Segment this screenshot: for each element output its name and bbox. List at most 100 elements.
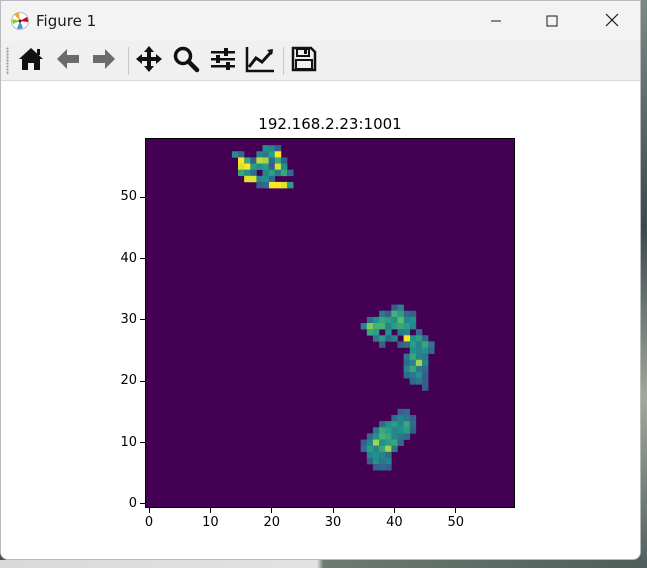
figure-canvas[interactable]: 192.168.2.23:1001 0 10 20 30 40 50 0 10 20 30 40 50 — [1, 81, 640, 559]
close-button[interactable] — [589, 1, 635, 41]
heatmap-cell — [262, 163, 269, 170]
customize-button[interactable] — [243, 45, 277, 77]
heatmap-cell — [385, 457, 392, 465]
figure-window: Figure 1 — [0, 0, 641, 560]
heatmap-cell — [256, 181, 263, 189]
heatmap-cell — [397, 421, 404, 428]
heatmap-cell — [366, 323, 374, 330]
subplots-button[interactable] — [206, 45, 240, 77]
heatmap-cell — [372, 316, 380, 324]
y-tick-mark — [140, 503, 145, 505]
heatmap-cell — [409, 427, 417, 434]
heatmap-cell — [409, 316, 417, 324]
maximize-icon — [546, 12, 558, 31]
toolbar-grip[interactable] — [6, 47, 9, 75]
home-icon — [17, 46, 45, 76]
heatmap-cell — [391, 421, 398, 428]
heatmap-cell — [422, 378, 429, 385]
heatmap-cell — [262, 151, 269, 158]
magnifier-icon — [172, 45, 200, 77]
heatmap-cell — [238, 157, 245, 164]
heatmap-cell — [391, 427, 398, 434]
heatmap-cell — [415, 335, 423, 342]
y-tick-label: 20 — [120, 373, 137, 389]
heatmap-cell — [403, 372, 411, 379]
heatmap-cell — [422, 359, 429, 367]
heatmap-cell — [262, 181, 269, 189]
heatmap-cell — [415, 341, 423, 348]
heatmap-cell — [366, 439, 374, 446]
heatmap-cell — [379, 464, 386, 471]
y-tick-mark — [140, 258, 145, 260]
heatmap-cell — [379, 439, 386, 446]
heatmap-cell — [397, 323, 404, 330]
floppy-disk-icon — [291, 46, 317, 76]
x-tick-label: 0 — [144, 515, 154, 530]
heatmap-cell — [379, 335, 386, 342]
heatmap-cell — [360, 439, 368, 446]
heatmap-cell — [403, 365, 411, 373]
heatmap-cell — [256, 163, 263, 170]
heatmap-cell — [403, 359, 411, 367]
title-bar[interactable]: Figure 1 — [1, 1, 640, 41]
heatmap-cell — [391, 304, 398, 312]
zoom-button[interactable] — [169, 45, 203, 77]
heatmap-cell — [403, 353, 411, 361]
heatmap-cell — [280, 157, 288, 164]
heatmap-cell — [403, 329, 411, 336]
heatmap-cell — [403, 408, 411, 416]
heatmap-cell — [422, 347, 429, 354]
x-tick-label: 30 — [324, 515, 342, 530]
heatmap-cell — [415, 378, 423, 385]
heatmap-cell — [397, 329, 404, 336]
heatmap-axes[interactable] — [145, 138, 515, 508]
maximize-button[interactable] — [529, 1, 575, 41]
heatmap-cell — [403, 341, 411, 348]
save-button[interactable] — [287, 45, 321, 77]
heatmap-cell — [409, 310, 417, 318]
heatmap-cell — [391, 310, 398, 318]
heatmap-cell — [379, 451, 386, 459]
heatmap-cell — [409, 341, 417, 348]
heatmap-cell — [391, 433, 398, 440]
heatmap-cell — [262, 145, 269, 152]
heatmap-cell — [385, 323, 392, 330]
heatmap-cell — [238, 163, 245, 170]
heatmap-cell — [385, 335, 392, 342]
minimize-button[interactable] — [473, 1, 519, 41]
toolbar-separator — [128, 47, 129, 75]
home-button[interactable] — [14, 45, 48, 77]
heatmap-cell — [385, 427, 392, 434]
heatmap-cell — [397, 439, 404, 446]
toolbar-separator — [283, 47, 284, 75]
heatmap-cell — [422, 365, 429, 373]
forward-button[interactable] — [87, 45, 121, 77]
heatmap-cell — [409, 421, 417, 428]
pan-button[interactable] — [132, 45, 166, 77]
heatmap-cell — [379, 323, 386, 330]
heatmap-cell — [256, 157, 263, 164]
heatmap-cell — [268, 181, 276, 189]
heatmap-cell — [397, 310, 404, 318]
back-button[interactable] — [51, 45, 85, 77]
move-icon — [135, 45, 163, 77]
window-title: Figure 1 — [36, 12, 97, 30]
heatmap-cell — [391, 439, 398, 446]
heatmap-cell — [409, 372, 417, 379]
x-tick-mark — [148, 508, 150, 513]
desktop-background-bottom — [0, 560, 647, 568]
heatmap-cell — [379, 310, 386, 318]
x-tick-label: 20 — [263, 515, 280, 530]
heatmap-image — [231, 145, 435, 471]
y-tick-mark — [140, 319, 145, 321]
heatmap-cell — [360, 445, 368, 453]
heatmap-cell — [428, 341, 435, 348]
heatmap-cell — [385, 421, 392, 428]
heatmap-cell — [366, 329, 374, 336]
y-tick-mark — [140, 442, 145, 444]
heatmap-cell — [372, 457, 380, 465]
heatmap-cell — [256, 175, 263, 183]
heatmap-cell — [250, 157, 257, 164]
heatmap-cell — [262, 157, 269, 164]
heatmap-cell — [372, 323, 380, 330]
